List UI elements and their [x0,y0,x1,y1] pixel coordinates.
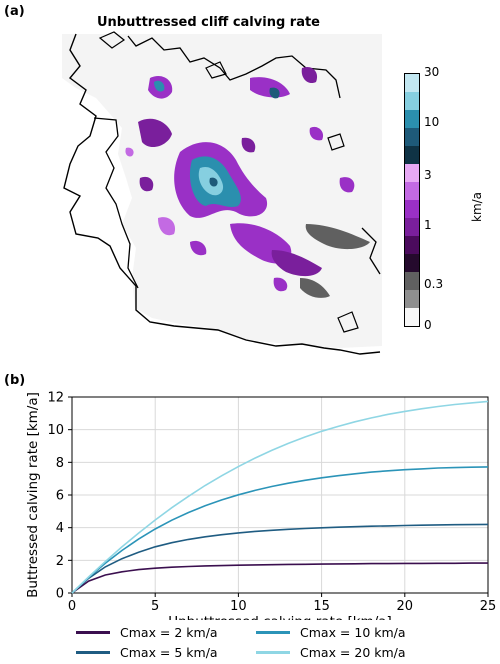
island-3 [327,133,345,151]
island-4 [337,311,359,333]
colorbar-segment [405,218,419,236]
colorbar-tick-0.3: 0.3 [424,277,444,291]
legend-swatch-cmax-2 [76,630,110,634]
colorbar-segment [405,236,419,254]
colorbar-segment [405,146,419,164]
colorbar-segment [405,272,419,290]
coastline-east [361,227,381,275]
colorbar-segment [405,182,419,200]
x-tick-label: 25 [480,599,497,614]
colorbar [404,73,420,327]
y-tick-label: 12 [47,391,64,406]
legend-label-cmax-20: Cmax = 20 km/a [300,644,406,660]
legend-item-cmax-2: Cmax = 2 km/a [76,623,256,641]
calving-rate-map [62,31,382,355]
x-axis-label: Unbuttressed calving rate [km/a] [168,614,392,620]
colorbar-segment [405,74,419,92]
legend-item-cmax-20: Cmax = 20 km/a [256,643,436,661]
coastline-inner-west [93,117,139,289]
x-tick-label: 15 [313,599,330,614]
colorbar-tick-3: 3 [424,168,432,182]
colorbar-segment [405,308,419,326]
series-line-0 [71,562,488,594]
colorbar-segment [405,254,419,272]
x-tick-label: 20 [397,599,414,614]
colorbar-tick-0: 0 [424,318,432,332]
y-tick-label: 4 [56,521,64,536]
legend-item-cmax-5: Cmax = 5 km/a [76,643,256,661]
colorbar-tick-30: 30 [424,65,440,79]
colorbar-segment [405,110,419,128]
legend-label-cmax-10: Cmax = 10 km/a [300,624,406,640]
legend-swatch-cmax-20 [256,650,290,654]
chart-legend: Cmax = 2 km/a Cmax = 10 km/a Cmax = 5 km… [76,623,436,661]
y-tick-label: 2 [56,554,64,569]
y-tick-label: 6 [56,489,64,504]
map-title: Unbuttressed cliff calving rate [97,15,320,30]
island-2 [205,61,227,79]
panel-b-label: (b) [4,373,26,388]
colorbar-tick-10: 10 [424,115,440,129]
panel-a-label: (a) [4,4,25,19]
x-tick-label: 10 [230,599,247,614]
colorbar-unit: km/a [470,191,484,222]
island-1 [98,31,126,49]
legend-swatch-cmax-5 [76,650,110,654]
legend-swatch-cmax-10 [256,630,290,634]
colorbar-segment [405,128,419,146]
y-axis-label: Buttressed calving rate [km/a] [25,392,41,598]
calving-rate-chart: 0 5 10 15 20 25 0 2 4 6 8 10 12 Unbuttressed calving … [25,391,497,621]
legend-label-cmax-5: Cmax = 5 km/a [120,644,218,660]
calving-patches [125,66,370,298]
series-line-2 [71,466,489,594]
colorbar-segment [405,290,419,308]
colorbar-segment [405,92,419,110]
coastline-west [63,33,381,355]
legend-item-cmax-10: Cmax = 10 km/a [256,623,436,641]
colorbar-segment [405,164,419,182]
legend-label-cmax-2: Cmax = 2 km/a [120,624,218,640]
y-tick-label: 8 [56,456,64,471]
y-tick-label: 0 [56,587,64,602]
series-line-1 [71,523,489,594]
y-tick-label: 10 [47,423,64,438]
colorbar-tick-1: 1 [424,218,432,232]
series-line-3 [71,400,489,594]
x-tick-label: 5 [151,599,159,614]
x-tick-label: 0 [68,599,76,614]
colorbar-segment [405,200,419,218]
